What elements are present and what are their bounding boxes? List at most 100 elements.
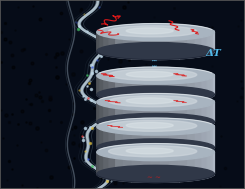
Polygon shape (207, 155, 211, 178)
Polygon shape (132, 40, 141, 59)
Polygon shape (151, 84, 160, 103)
Polygon shape (116, 133, 123, 155)
Ellipse shape (97, 67, 214, 84)
Ellipse shape (97, 43, 214, 60)
Polygon shape (100, 105, 104, 126)
Ellipse shape (109, 120, 197, 131)
Polygon shape (97, 76, 98, 96)
Polygon shape (100, 78, 104, 98)
Polygon shape (196, 132, 202, 154)
Polygon shape (179, 134, 188, 155)
Polygon shape (98, 103, 100, 125)
Polygon shape (151, 161, 160, 182)
Polygon shape (100, 35, 104, 55)
Polygon shape (123, 134, 132, 155)
Polygon shape (188, 158, 196, 181)
Ellipse shape (97, 94, 214, 111)
Polygon shape (207, 105, 211, 126)
Ellipse shape (109, 96, 197, 107)
Polygon shape (188, 38, 196, 58)
Ellipse shape (126, 98, 173, 104)
Polygon shape (98, 128, 100, 150)
Polygon shape (151, 111, 160, 130)
Polygon shape (207, 129, 211, 151)
Polygon shape (188, 133, 196, 155)
Polygon shape (179, 109, 188, 130)
Ellipse shape (97, 165, 214, 182)
Ellipse shape (126, 71, 173, 77)
Polygon shape (104, 106, 109, 127)
Polygon shape (160, 40, 170, 60)
Ellipse shape (97, 86, 214, 103)
Polygon shape (141, 160, 151, 182)
Polygon shape (188, 108, 196, 129)
Polygon shape (123, 159, 132, 182)
Polygon shape (170, 110, 179, 130)
Polygon shape (211, 33, 214, 54)
Polygon shape (141, 40, 151, 60)
Ellipse shape (97, 144, 214, 161)
Ellipse shape (97, 139, 214, 156)
Ellipse shape (126, 28, 173, 34)
Polygon shape (196, 107, 202, 128)
Polygon shape (202, 80, 207, 100)
Polygon shape (109, 132, 116, 154)
Polygon shape (104, 36, 109, 56)
Polygon shape (98, 153, 100, 177)
Polygon shape (179, 83, 188, 102)
Text: $\sim\sim$: $\sim\sim$ (145, 174, 162, 180)
Polygon shape (98, 77, 100, 97)
Polygon shape (211, 77, 214, 97)
Polygon shape (151, 41, 160, 60)
Polygon shape (160, 110, 170, 130)
Polygon shape (132, 110, 141, 130)
Polygon shape (211, 128, 214, 150)
Polygon shape (170, 134, 179, 156)
Polygon shape (97, 32, 98, 52)
Polygon shape (196, 37, 202, 57)
Polygon shape (188, 82, 196, 102)
Polygon shape (132, 83, 141, 103)
Polygon shape (97, 102, 98, 123)
Polygon shape (109, 157, 116, 180)
Polygon shape (123, 83, 132, 102)
Polygon shape (141, 84, 151, 103)
Polygon shape (141, 110, 151, 130)
Polygon shape (160, 135, 170, 156)
Polygon shape (160, 160, 170, 182)
Polygon shape (109, 107, 116, 128)
Polygon shape (211, 153, 214, 177)
Polygon shape (170, 160, 179, 182)
Ellipse shape (97, 113, 214, 130)
Ellipse shape (126, 148, 173, 154)
Polygon shape (116, 38, 123, 58)
Polygon shape (160, 84, 170, 103)
Polygon shape (179, 39, 188, 59)
Polygon shape (170, 40, 179, 59)
Polygon shape (97, 152, 98, 175)
Polygon shape (116, 82, 123, 102)
Polygon shape (97, 127, 98, 149)
Ellipse shape (97, 24, 214, 41)
Polygon shape (100, 155, 104, 178)
Ellipse shape (109, 26, 197, 37)
Polygon shape (179, 159, 188, 182)
Polygon shape (98, 33, 100, 54)
Polygon shape (109, 37, 116, 57)
Polygon shape (202, 156, 207, 179)
Polygon shape (123, 39, 132, 59)
Polygon shape (104, 156, 109, 179)
Polygon shape (207, 78, 211, 98)
Ellipse shape (97, 118, 214, 135)
Polygon shape (202, 36, 207, 56)
Ellipse shape (109, 146, 197, 157)
Polygon shape (116, 108, 123, 129)
Polygon shape (196, 81, 202, 101)
Polygon shape (151, 135, 160, 156)
Polygon shape (104, 131, 109, 153)
Polygon shape (116, 158, 123, 181)
Polygon shape (202, 131, 207, 153)
Polygon shape (100, 129, 104, 151)
Polygon shape (123, 109, 132, 130)
Polygon shape (207, 35, 211, 55)
